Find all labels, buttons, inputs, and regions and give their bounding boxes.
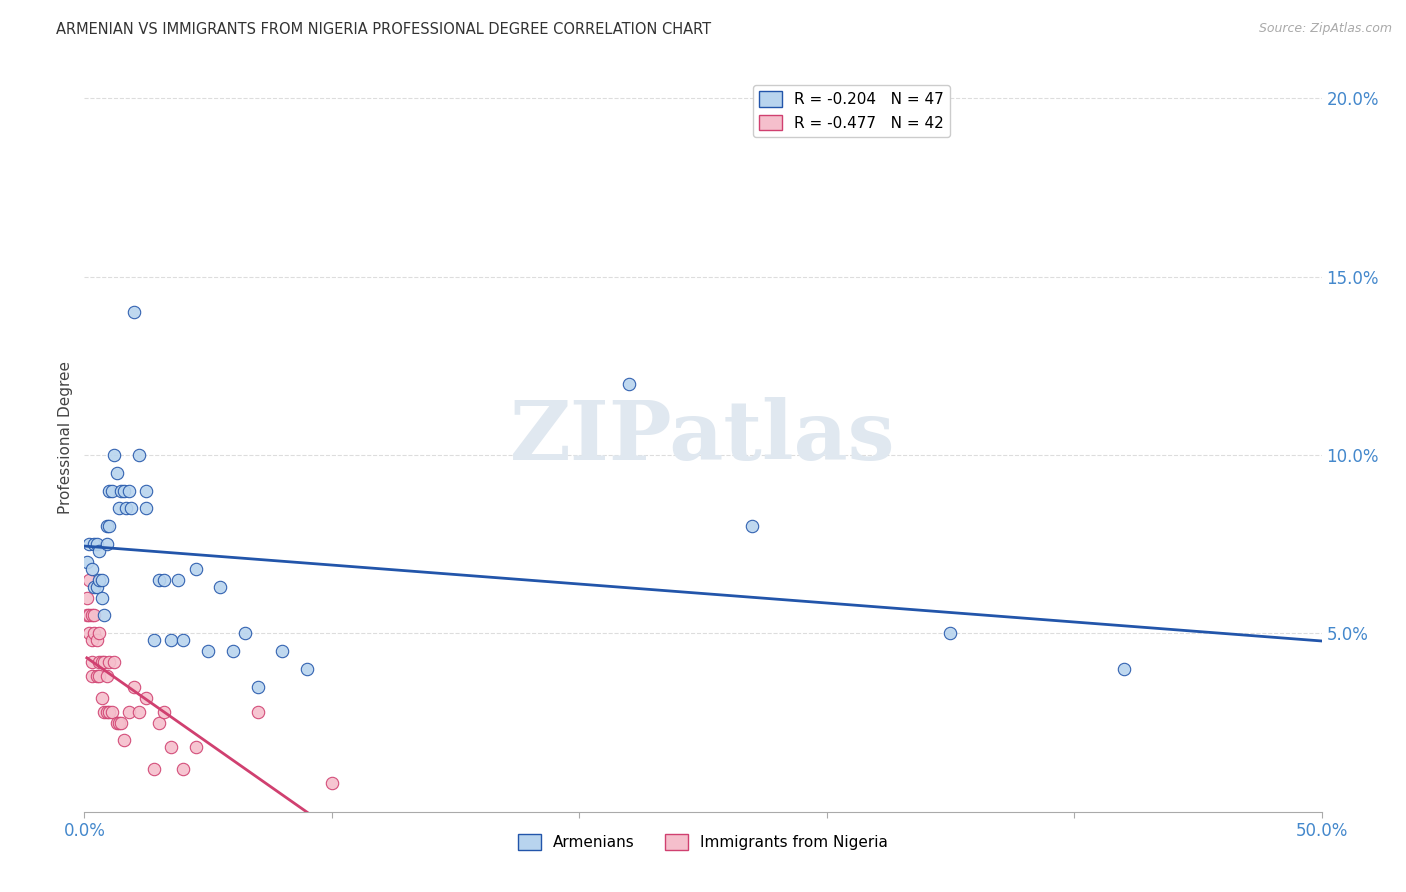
Point bbox=[90, 690, 112, 705]
Point bbox=[90, 655, 112, 669]
Point bbox=[120, 501, 142, 516]
Point bbox=[96, 519, 118, 533]
Point bbox=[96, 537, 118, 551]
Point bbox=[184, 562, 207, 576]
Point bbox=[108, 501, 131, 516]
Point bbox=[321, 776, 343, 790]
Point bbox=[1112, 662, 1135, 676]
Point bbox=[939, 626, 962, 640]
Point bbox=[160, 633, 183, 648]
Point bbox=[115, 501, 138, 516]
Point bbox=[172, 762, 194, 776]
Point bbox=[90, 573, 112, 587]
Point bbox=[93, 655, 115, 669]
Point bbox=[89, 573, 111, 587]
Point bbox=[160, 740, 183, 755]
Point bbox=[103, 655, 125, 669]
Point bbox=[184, 740, 207, 755]
Point bbox=[86, 580, 108, 594]
Point bbox=[98, 655, 121, 669]
Point bbox=[89, 655, 111, 669]
Point bbox=[76, 608, 98, 623]
Point bbox=[118, 705, 141, 719]
Y-axis label: Professional Degree: Professional Degree bbox=[58, 360, 73, 514]
Point bbox=[93, 705, 115, 719]
Point bbox=[135, 483, 157, 498]
Point bbox=[122, 305, 145, 319]
Point bbox=[79, 626, 101, 640]
Point bbox=[122, 680, 145, 694]
Point bbox=[233, 626, 256, 640]
Point bbox=[79, 573, 101, 587]
Point bbox=[135, 690, 157, 705]
Point bbox=[110, 483, 132, 498]
Point bbox=[128, 705, 150, 719]
Point bbox=[83, 626, 105, 640]
Point bbox=[80, 562, 103, 576]
Point bbox=[152, 573, 174, 587]
Point bbox=[108, 715, 131, 730]
Point bbox=[197, 644, 219, 658]
Point bbox=[112, 733, 135, 747]
Text: ZIPatlas: ZIPatlas bbox=[510, 397, 896, 477]
Point bbox=[222, 644, 245, 658]
Point bbox=[76, 555, 98, 569]
Point bbox=[80, 669, 103, 683]
Point bbox=[112, 483, 135, 498]
Point bbox=[89, 544, 111, 558]
Point bbox=[98, 483, 121, 498]
Point bbox=[142, 762, 165, 776]
Point bbox=[110, 715, 132, 730]
Point bbox=[98, 519, 121, 533]
Point bbox=[271, 644, 294, 658]
Point bbox=[148, 573, 170, 587]
Point bbox=[741, 519, 763, 533]
Point bbox=[90, 591, 112, 605]
Point bbox=[80, 655, 103, 669]
Point bbox=[148, 715, 170, 730]
Point bbox=[89, 626, 111, 640]
Point bbox=[86, 669, 108, 683]
Point bbox=[79, 537, 101, 551]
Point bbox=[118, 483, 141, 498]
Point bbox=[100, 705, 122, 719]
Point bbox=[135, 501, 157, 516]
Point bbox=[167, 573, 190, 587]
Point bbox=[105, 715, 128, 730]
Point bbox=[93, 608, 115, 623]
Text: ARMENIAN VS IMMIGRANTS FROM NIGERIA PROFESSIONAL DEGREE CORRELATION CHART: ARMENIAN VS IMMIGRANTS FROM NIGERIA PROF… bbox=[56, 22, 711, 37]
Point bbox=[100, 483, 122, 498]
Point bbox=[295, 662, 318, 676]
Point bbox=[96, 705, 118, 719]
Point bbox=[209, 580, 232, 594]
Point bbox=[103, 448, 125, 462]
Point bbox=[128, 448, 150, 462]
Legend: Armenians, Immigrants from Nigeria: Armenians, Immigrants from Nigeria bbox=[512, 829, 894, 856]
Point bbox=[246, 680, 269, 694]
Point bbox=[98, 705, 121, 719]
Point bbox=[86, 537, 108, 551]
Point bbox=[83, 537, 105, 551]
Point bbox=[96, 669, 118, 683]
Point bbox=[142, 633, 165, 648]
Point bbox=[83, 580, 105, 594]
Point bbox=[79, 608, 101, 623]
Point bbox=[80, 608, 103, 623]
Point bbox=[617, 376, 640, 391]
Point bbox=[246, 705, 269, 719]
Text: Source: ZipAtlas.com: Source: ZipAtlas.com bbox=[1258, 22, 1392, 36]
Point bbox=[83, 608, 105, 623]
Point bbox=[89, 669, 111, 683]
Point bbox=[86, 633, 108, 648]
Point bbox=[105, 466, 128, 480]
Point bbox=[172, 633, 194, 648]
Point bbox=[76, 591, 98, 605]
Point bbox=[152, 705, 174, 719]
Point bbox=[80, 633, 103, 648]
